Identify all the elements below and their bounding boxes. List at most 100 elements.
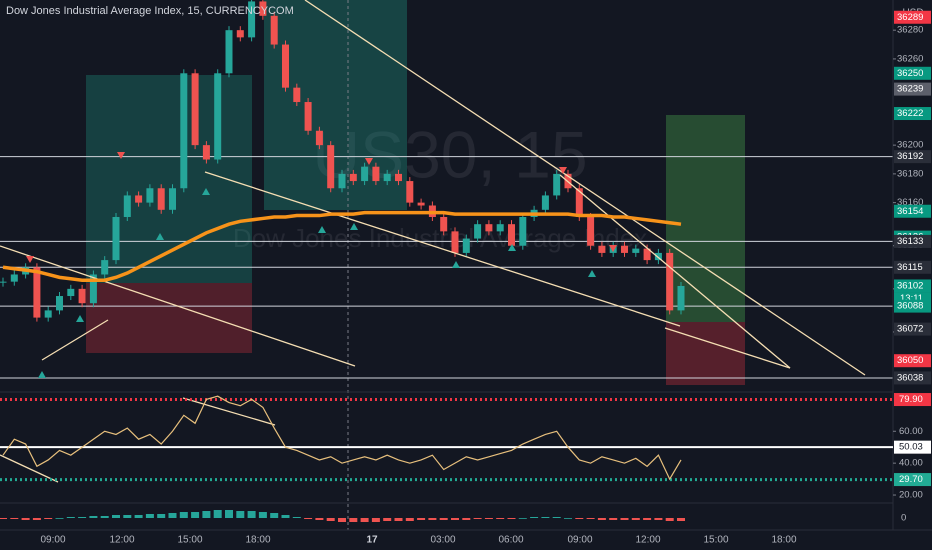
trendline [664,327,791,369]
trendlines [0,0,866,483]
rsi-line [2,395,682,481]
price-badge [894,279,931,293]
price-badge-label: 36192 [897,151,923,162]
candle [598,245,606,253]
sell-signal [365,158,373,165]
price-badge-label: 36133 [897,236,923,247]
candle [372,166,380,182]
price-badge [894,371,931,385]
candle [169,188,176,210]
price-badge-label: 36222 [897,108,923,119]
trendline [0,245,356,367]
y-tick-label: 36200 [897,140,923,151]
price-badge [894,66,931,80]
buy-signal [452,261,460,268]
hist-bar [507,518,516,519]
buy-signal [350,223,358,230]
candle [666,252,674,311]
x-tick-label: 12:00 [635,535,660,546]
trendline [204,171,681,327]
candle [214,73,222,160]
price-badge [894,354,931,368]
y-tick-label: 36160 [897,197,923,208]
rsi-badge [894,393,931,407]
rsi-tick-label: 60.00 [899,426,923,437]
hist-bar [281,515,290,518]
buy-signal [318,226,326,233]
hist-bar [44,518,53,519]
candle [496,224,504,232]
hist-bar [518,518,527,519]
price-badge [894,204,931,218]
price-badge-label: 36154 [897,206,923,217]
candle [338,173,346,189]
candle [541,195,549,210]
price-badge-label: 36088 [897,301,923,312]
candle [101,260,109,275]
hist-bar [0,518,7,519]
x-tick-label: 18:00 [771,535,796,546]
hist-bar [123,515,132,518]
hist-bar [383,518,392,521]
hist-bar [609,518,618,520]
hist-bar [394,518,403,521]
rsi-badge-label: 79.90 [899,394,923,405]
rsi-tick-label: 40.00 [899,458,923,469]
hist-bar [213,510,222,518]
candle [462,238,470,253]
trendline [304,0,866,376]
hist-bar [10,518,19,519]
sell-signal [26,256,34,263]
levels [0,156,893,379]
hist-bar [168,513,177,518]
price-badge-label: 36115 [897,262,923,273]
candle [33,267,41,318]
candle [282,44,289,88]
candle [10,274,18,282]
hist-bar [428,518,437,520]
sell-signal [609,245,617,252]
price-badge [894,82,931,96]
candle [395,173,402,182]
trendline [41,319,109,361]
candle [451,231,459,253]
hist-bar [371,518,380,522]
hist-bar [145,514,154,518]
sell-signal [117,152,125,159]
x-tick-label: 17 [366,535,378,546]
x-tick-label: 09:00 [40,535,65,546]
candle [632,248,640,253]
price-badge [894,10,931,24]
candle [293,87,301,103]
moving-average [2,210,682,282]
buy-signal [38,371,46,378]
price-badge-label: 36102 [897,280,923,291]
candle [327,145,335,189]
hist-bar [586,518,595,519]
candle [135,195,143,203]
y-tick-label: 36180 [897,168,923,179]
x-tick-label: 06:00 [498,535,523,546]
hist-tick-label: 0 [901,513,906,524]
price-badge [894,322,931,336]
rsi-badge-label: 29.70 [899,474,923,485]
signals [26,152,617,378]
hist-bar [100,516,109,518]
candle [485,224,493,232]
rsi-badge [894,440,931,454]
candles [0,0,685,322]
candle [248,1,256,38]
candle [78,288,86,304]
hist-bar [349,518,358,522]
hist-bar [643,518,652,520]
buy-signal [76,315,84,322]
hist-bar [179,512,188,518]
hist-bar [654,518,663,520]
candle [304,102,312,131]
hist-bar [32,518,41,520]
x-tick-label: 15:00 [177,535,202,546]
candle [643,248,651,261]
hist-bar [473,518,482,519]
buy-signal [202,188,210,195]
